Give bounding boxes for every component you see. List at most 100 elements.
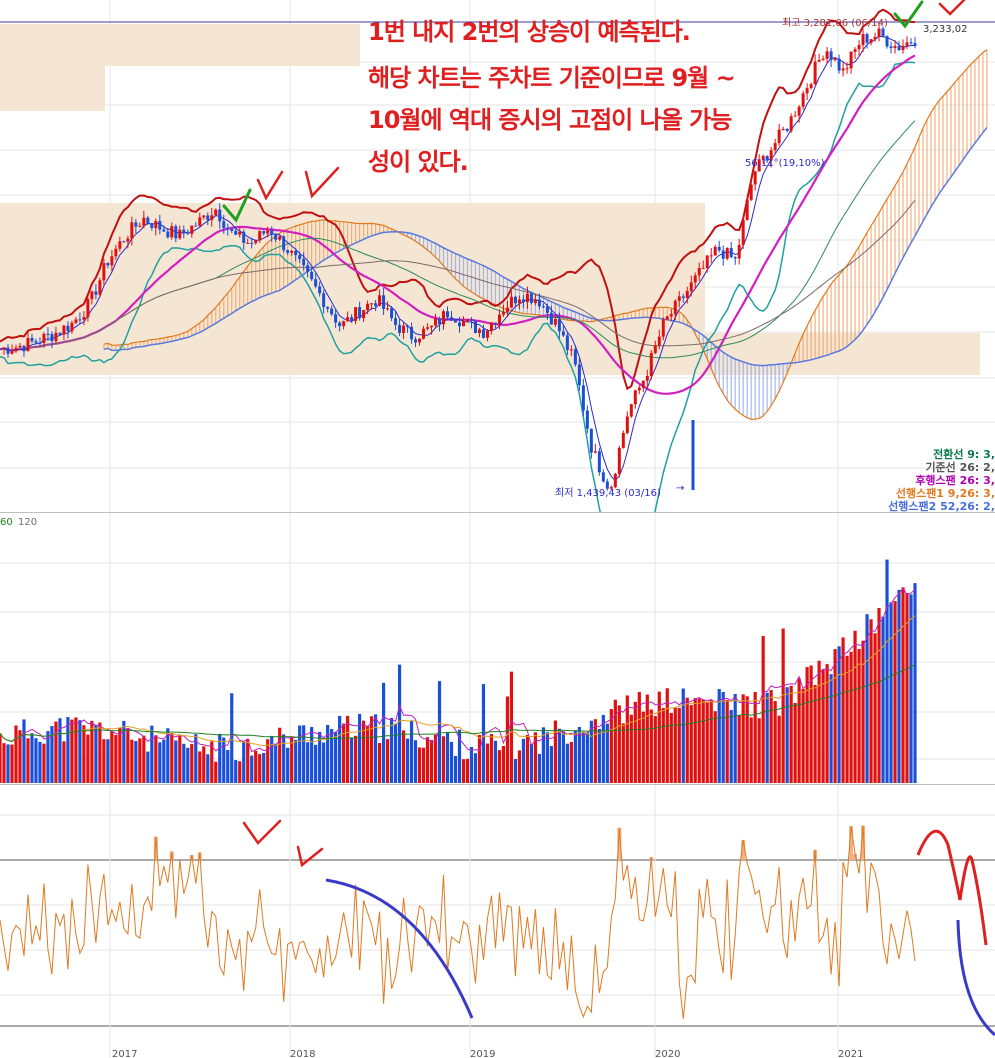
candle-body: [505, 307, 509, 312]
volume-bar: [314, 744, 318, 783]
candle-body: [6, 347, 10, 354]
candle-body: [314, 279, 318, 287]
candle-body: [637, 387, 641, 391]
candle-body: [278, 236, 282, 240]
volume-bar: [246, 738, 250, 783]
candle-body: [841, 68, 845, 71]
candle-body: [238, 231, 242, 235]
volume-bar: [214, 761, 218, 783]
candle-body: [174, 226, 178, 239]
volume-bar: [122, 720, 126, 783]
volume-bar: [238, 761, 242, 783]
candle-body: [394, 318, 398, 325]
candle-body: [721, 250, 725, 259]
candle-body: [661, 319, 665, 337]
volume-bar: [853, 630, 857, 783]
volume-bar: [0, 733, 2, 783]
volume-chart-svg: [0, 513, 995, 785]
candle-body: [737, 244, 741, 259]
volume-bar: [681, 688, 685, 783]
candle-body: [350, 317, 354, 321]
candlesticks: [2, 22, 917, 491]
candle-body: [226, 228, 230, 230]
candle-body: [853, 49, 857, 52]
candle-body: [398, 324, 402, 333]
candle-body: [438, 318, 442, 325]
volume-bar: [833, 649, 837, 783]
volume-bar: [741, 694, 745, 783]
candle-body: [454, 320, 458, 323]
volume-bar: [597, 728, 601, 783]
candle-body: [186, 233, 190, 235]
candle-body: [10, 351, 14, 354]
candle-body: [218, 209, 222, 222]
volume-bar: [170, 733, 174, 783]
volume-bar: [617, 705, 621, 783]
candle-body: [473, 320, 477, 334]
volume-bar: [793, 702, 797, 783]
candle-body: [242, 231, 246, 243]
candle-body: [302, 259, 306, 266]
volume-bar: [737, 715, 741, 783]
candle-body: [254, 240, 258, 243]
volume-bar: [569, 741, 573, 783]
candle-body: [665, 316, 669, 320]
volume-bar: [22, 719, 26, 783]
volume-bar: [154, 735, 158, 783]
volume-bar: [677, 707, 681, 783]
volume-bar: [2, 743, 6, 783]
price-chart-svg: [0, 0, 995, 512]
candle-body: [190, 225, 194, 234]
volume-bar: [673, 707, 677, 783]
candle-body: [270, 230, 274, 235]
volume-bar: [174, 740, 178, 783]
volume-bar: [66, 717, 70, 783]
volume-bar: [134, 741, 138, 783]
volume-bar: [397, 664, 402, 783]
volume-bar: [342, 723, 346, 783]
volume-bar: [86, 734, 90, 783]
legend-conversion-line: 전환선 9: 3,: [933, 448, 995, 461]
candle-body: [873, 36, 877, 40]
candle-body: [170, 226, 174, 238]
year-label-2021: 2021: [838, 1049, 864, 1058]
candle-body: [609, 487, 613, 489]
legend-leading-span-1: 선행스팬1 9,26: 3,: [895, 487, 995, 500]
volume-bar: [477, 734, 482, 783]
volume-bar: [501, 746, 506, 783]
volume-bar: [70, 719, 74, 783]
candle-body: [362, 310, 366, 319]
volume-bar: [889, 602, 893, 783]
volume-bar: [162, 739, 166, 783]
candle-body: [893, 45, 897, 49]
volume-bar: [645, 694, 649, 783]
volume-bar: [653, 716, 657, 783]
candle-body: [86, 299, 90, 318]
volume-bar: [913, 583, 917, 783]
low-price-label: 최저 1,439,43 (03/16): [555, 488, 661, 499]
low-arrow-icon: →: [676, 483, 685, 494]
volume-bar: [186, 747, 190, 783]
volume-bars: [0, 559, 917, 783]
candle-body: [593, 451, 597, 453]
osc-red-projection-curve: [916, 829, 988, 946]
volume-moving-averages: [0, 587, 916, 753]
candle-body: [777, 129, 781, 144]
volume-bar: [709, 700, 713, 783]
volume-bar: [697, 698, 701, 783]
candle-body: [130, 222, 134, 239]
volume-bar: [194, 734, 198, 783]
volume-bar: [350, 737, 354, 783]
candle-body: [42, 333, 46, 344]
candle-body: [541, 306, 545, 308]
volume-bar: [429, 740, 434, 783]
leading-span-2-line: [103, 127, 988, 367]
annotation-line-3: 10월에 역대 증시의 고점이 나올 가능: [368, 106, 732, 134]
candle-body: [46, 333, 50, 335]
candle-body: [426, 327, 430, 329]
candle-body: [334, 314, 338, 323]
oscillator-grid: [0, 785, 995, 1058]
candle-body: [162, 229, 166, 232]
year-label-2020: 2020: [655, 1049, 681, 1058]
candle-body: [66, 325, 70, 332]
